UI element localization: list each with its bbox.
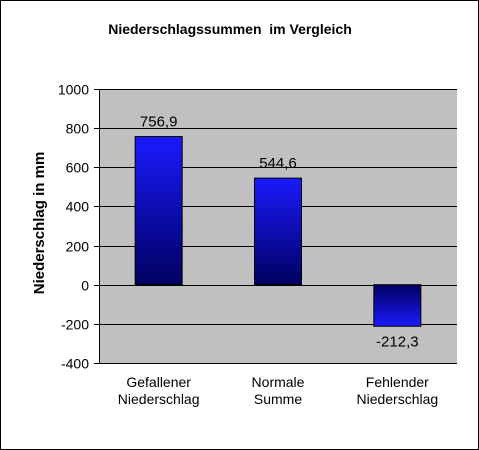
bar-0 [134,136,183,286]
y-tick-label: -200 [61,317,89,333]
data-label-2: -212,3 [376,333,419,350]
data-label-1: 544,6 [259,155,297,172]
y-tick-label: 200 [66,239,90,255]
y-tick-label: 600 [66,160,90,176]
y-tick-label: 1000 [58,82,89,98]
bar-1 [254,177,302,286]
x-category-label-0: Gefallener Niederschlag [118,374,200,407]
chart-title: Niederschlagssummen im Vergleich [108,21,352,37]
y-tick-label: -400 [61,356,89,372]
y-tick-label: 800 [66,121,90,137]
bar-2 [373,284,422,327]
x-category-label-2: Fehlender Niederschlag [356,374,438,407]
y-axis-label: Niederschlag in mm [31,152,48,295]
data-label-0: 756,9 [140,114,178,131]
y-tick-label: 0 [81,278,89,294]
y-tick-label: 400 [66,199,90,215]
x-category-label-1: Normale Summe [252,374,305,407]
